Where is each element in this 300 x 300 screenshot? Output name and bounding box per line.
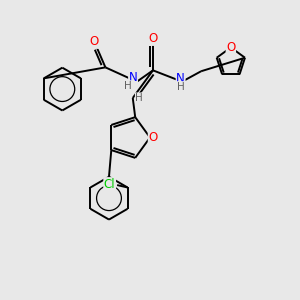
Text: O: O [226,41,236,54]
Text: H: H [124,81,132,91]
Text: O: O [148,32,158,45]
Text: N: N [129,71,137,84]
Text: N: N [176,72,185,85]
Text: H: H [177,82,184,92]
Text: O: O [148,131,158,144]
Text: Cl: Cl [104,178,116,191]
Text: H: H [135,93,143,103]
Text: O: O [90,35,99,48]
